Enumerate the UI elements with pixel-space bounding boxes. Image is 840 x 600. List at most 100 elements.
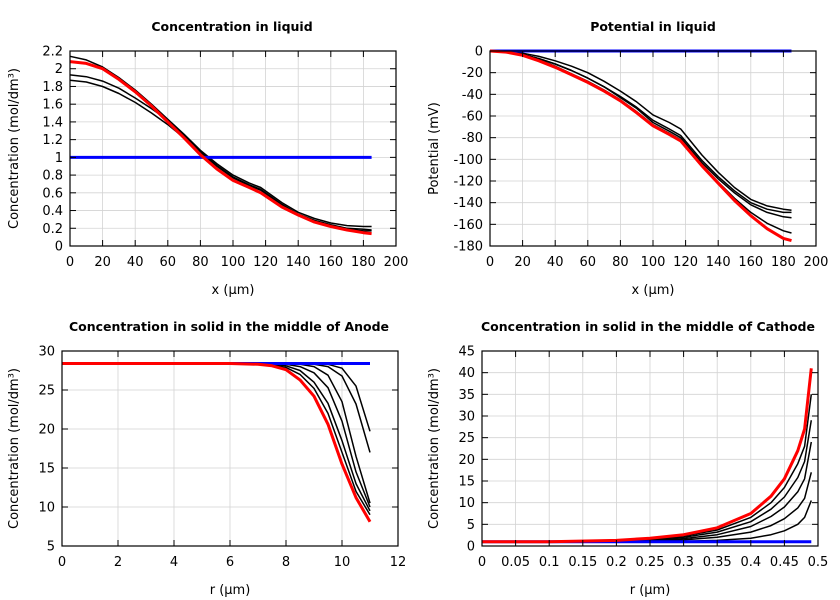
y-tick-label: 10 (38, 501, 55, 516)
y-tick-label: 0.4 (42, 204, 63, 219)
x-tick-label: 0.5 (808, 555, 829, 570)
series-group (69, 55, 372, 236)
series-line-3 (489, 50, 792, 219)
series-line-5 (62, 362, 371, 512)
y-axis-label: Concentration (mol/dm³) (7, 368, 22, 529)
x-tick-label: 20 (94, 255, 111, 270)
y-tick-label: -80 (462, 131, 483, 146)
y-tick-label: 25 (458, 431, 475, 446)
x-tick-label: 12 (390, 555, 407, 570)
y-tick-label: 10 (458, 496, 475, 511)
chart-title: Concentration in solid in the middle of … (481, 319, 815, 334)
subplot-1: 0 20 40 60 80 100 120 140 160 180 200 0 0.2 0.4 0.6 0.8… (7, 19, 408, 298)
y-tick-label: 1.2 (42, 133, 63, 148)
y-tick-label: -140 (453, 196, 483, 211)
y-tick-label: 2.2 (42, 45, 63, 60)
x-tick-label: 0.2 (606, 555, 627, 570)
y-tick-label: 1 (55, 151, 63, 166)
y-axis-label: Concentration (mol/dm³) (7, 68, 22, 229)
x-axis-label: x (µm) (212, 283, 255, 298)
y-tick-label: 0.8 (42, 169, 63, 184)
series-line-7 (482, 368, 813, 544)
x-tick-label: 0 (58, 555, 66, 570)
x-tick-label: 4 (170, 555, 178, 570)
x-tick-label: 0.05 (501, 555, 530, 570)
y-tick-label: 5 (47, 540, 55, 555)
y-tick-label: 0 (467, 540, 475, 555)
x-tick-label: 0 (478, 555, 486, 570)
series-line-1 (482, 394, 813, 543)
series-line-2 (62, 362, 371, 453)
subplot-3: 0 2 4 6 8 10 12 5 10 15 20 25 30 Concentration in sol… (7, 319, 406, 598)
x-tick-label: 160 (738, 255, 763, 270)
x-tick-label: 0.25 (636, 555, 665, 570)
x-axis-label: x (µm) (632, 283, 675, 298)
series-line-3 (69, 79, 372, 232)
x-tick-label: 80 (192, 255, 209, 270)
x-tick-label: 0.4 (740, 555, 761, 570)
y-tick-label: 15 (458, 475, 475, 490)
x-tick-label: 2 (114, 555, 122, 570)
y-axis-label: Concentration (mol/dm³) (427, 368, 442, 529)
y-tick-label: 0 (475, 45, 483, 60)
y-tick-label: 0.6 (42, 186, 63, 201)
x-tick-label: 0.45 (770, 555, 799, 570)
y-tick-label: 2 (55, 62, 63, 77)
series-group (62, 362, 372, 523)
y-tick-label: 25 (38, 384, 55, 399)
x-tick-label: 180 (351, 255, 376, 270)
chart-title: Concentration in solid in the middle of … (69, 319, 389, 334)
x-tick-label: 100 (221, 255, 246, 270)
x-tick-label: 180 (771, 255, 796, 270)
x-tick-label: 0.1 (539, 555, 560, 570)
series-line-4 (482, 472, 813, 543)
y-tick-label: -40 (462, 88, 483, 103)
x-tick-label: 0.3 (673, 555, 694, 570)
y-tick-label: 40 (458, 366, 475, 381)
y-tick-label: -160 (453, 218, 483, 233)
x-tick-label: 0 (66, 255, 74, 270)
y-tick-label: 15 (38, 462, 55, 477)
subplot-4: 0 0.05 0.1 0.15 0.2 0.25 0.3 0.35 0.4 0.45 0.5 0 5 10… (427, 319, 828, 598)
x-tick-label: 100 (641, 255, 666, 270)
y-tick-label: 20 (458, 453, 475, 468)
y-tick-label: -60 (462, 110, 483, 125)
x-tick-label: 120 (253, 255, 278, 270)
y-tick-label: 0.2 (42, 222, 63, 237)
y-tick-label: 45 (458, 345, 475, 360)
x-tick-label: 10 (334, 555, 351, 570)
x-tick-label: 60 (160, 255, 177, 270)
x-tick-label: 60 (580, 255, 597, 270)
series-line-6 (489, 49, 792, 243)
y-tick-label: -120 (453, 175, 483, 190)
x-tick-label: 0.15 (568, 555, 597, 570)
y-tick-label: 20 (38, 423, 55, 438)
series-line-3 (482, 441, 813, 543)
y-tick-label: -20 (462, 66, 483, 81)
y-tick-label: 5 (467, 518, 475, 533)
chart-title: Concentration in liquid (151, 19, 312, 34)
y-tick-label: 1.6 (42, 98, 63, 113)
chart-title: Potential in liquid (590, 19, 716, 34)
x-tick-label: 40 (547, 255, 564, 270)
series-line-4 (489, 50, 792, 234)
x-tick-label: 8 (282, 555, 290, 570)
y-tick-label: 35 (458, 388, 475, 403)
y-tick-label: 30 (38, 345, 55, 360)
x-tick-label: 0 (486, 255, 494, 270)
x-tick-label: 200 (804, 255, 829, 270)
series-group (489, 49, 792, 243)
series-group (482, 368, 813, 544)
x-tick-label: 200 (384, 255, 409, 270)
x-axis-label: r (µm) (210, 583, 251, 598)
y-tick-label: -180 (453, 240, 483, 255)
series-line-1 (489, 50, 792, 212)
x-tick-label: 80 (612, 255, 629, 270)
x-tick-label: 140 (706, 255, 731, 270)
y-axis-label: Potential (mV) (427, 102, 442, 195)
x-tick-label: 0.35 (703, 555, 732, 570)
series-line-4 (62, 362, 371, 508)
x-tick-label: 160 (318, 255, 343, 270)
series-line-8 (62, 362, 372, 523)
